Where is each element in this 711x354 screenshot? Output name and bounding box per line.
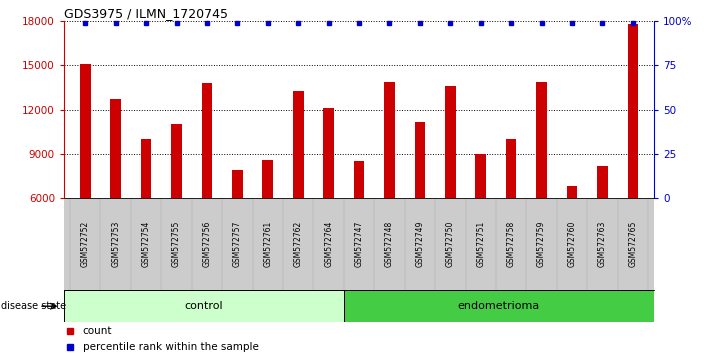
Text: GSM572758: GSM572758	[507, 221, 515, 267]
Text: GSM572765: GSM572765	[629, 221, 637, 268]
Text: GSM572747: GSM572747	[355, 221, 363, 268]
Bar	[262, 160, 273, 198]
Bar	[171, 125, 182, 198]
Text: GSM572752: GSM572752	[81, 221, 90, 267]
Text: GSM572762: GSM572762	[294, 221, 303, 267]
Text: GSM572751: GSM572751	[476, 221, 485, 267]
Bar	[354, 161, 364, 198]
Bar	[110, 99, 121, 198]
Text: GDS3975 / ILMN_1720745: GDS3975 / ILMN_1720745	[64, 7, 228, 20]
Bar	[445, 86, 456, 198]
Text: GSM572761: GSM572761	[263, 221, 272, 267]
Bar	[141, 139, 151, 198]
Bar	[293, 91, 304, 198]
Text: GSM572750: GSM572750	[446, 221, 455, 268]
Text: GSM572755: GSM572755	[172, 221, 181, 268]
Bar	[384, 82, 395, 198]
FancyBboxPatch shape	[343, 290, 654, 322]
Text: GSM572760: GSM572760	[567, 221, 577, 268]
Bar	[628, 24, 638, 198]
Bar	[567, 187, 577, 198]
Text: GSM572764: GSM572764	[324, 221, 333, 268]
Bar	[232, 170, 242, 198]
Text: GSM572754: GSM572754	[141, 221, 151, 268]
Bar	[324, 108, 334, 198]
Bar	[415, 121, 425, 198]
Text: GSM572759: GSM572759	[537, 221, 546, 268]
Text: GSM572753: GSM572753	[111, 221, 120, 268]
Text: GSM572756: GSM572756	[203, 221, 211, 268]
Bar	[476, 154, 486, 198]
Text: GSM572763: GSM572763	[598, 221, 607, 268]
Text: GSM572757: GSM572757	[233, 221, 242, 268]
Text: percentile rank within the sample: percentile rank within the sample	[83, 342, 259, 352]
Text: GSM572749: GSM572749	[415, 221, 424, 268]
Bar	[597, 166, 608, 198]
Bar	[202, 83, 213, 198]
Bar	[80, 64, 90, 198]
Text: endometrioma: endometrioma	[458, 301, 540, 311]
Text: GSM572748: GSM572748	[385, 221, 394, 267]
Text: count: count	[83, 326, 112, 336]
Text: disease state: disease state	[1, 301, 66, 311]
Text: control: control	[184, 301, 223, 311]
Bar	[506, 139, 516, 198]
Bar	[536, 82, 547, 198]
FancyBboxPatch shape	[64, 290, 343, 322]
